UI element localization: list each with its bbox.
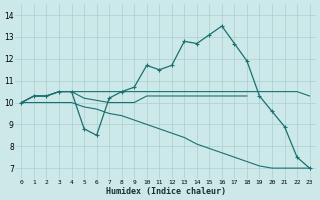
X-axis label: Humidex (Indice chaleur): Humidex (Indice chaleur) xyxy=(106,187,226,196)
